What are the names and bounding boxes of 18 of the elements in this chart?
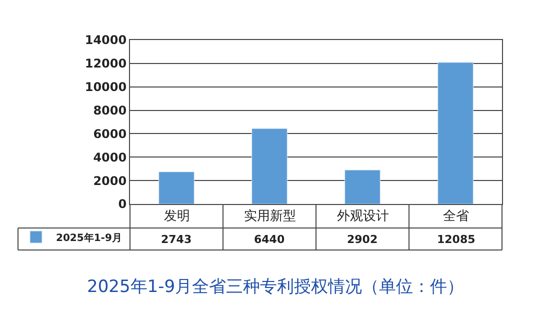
text: 2025年1-9月全省三种专利授权情况（单位：件） [87, 277, 464, 297]
legend-label: 2025年1-9月 [56, 232, 122, 244]
data-label: 2743 [161, 233, 192, 246]
y-tick-label: 12000 [84, 56, 127, 71]
x-tick-label: 外观设计 [337, 209, 389, 224]
x-tick-label: 全省 [443, 209, 469, 224]
y-tick-label: 14000 [84, 33, 127, 48]
y-tick-label: 10000 [84, 80, 127, 94]
y-tick-label: 4000 [93, 150, 127, 164]
y-tick-label: 0 [118, 197, 127, 212]
y-tick-label: 8000 [93, 103, 127, 118]
data-label: 2902 [347, 233, 378, 246]
data-label: 12085 [437, 233, 476, 246]
x-tick-label: 发明 [164, 209, 190, 224]
y-tick-label: 2000 [93, 174, 127, 188]
data-label: 6440 [254, 233, 285, 246]
y-tick-label: 6000 [93, 126, 127, 141]
x-tick-label: 实用新型 [244, 209, 296, 224]
